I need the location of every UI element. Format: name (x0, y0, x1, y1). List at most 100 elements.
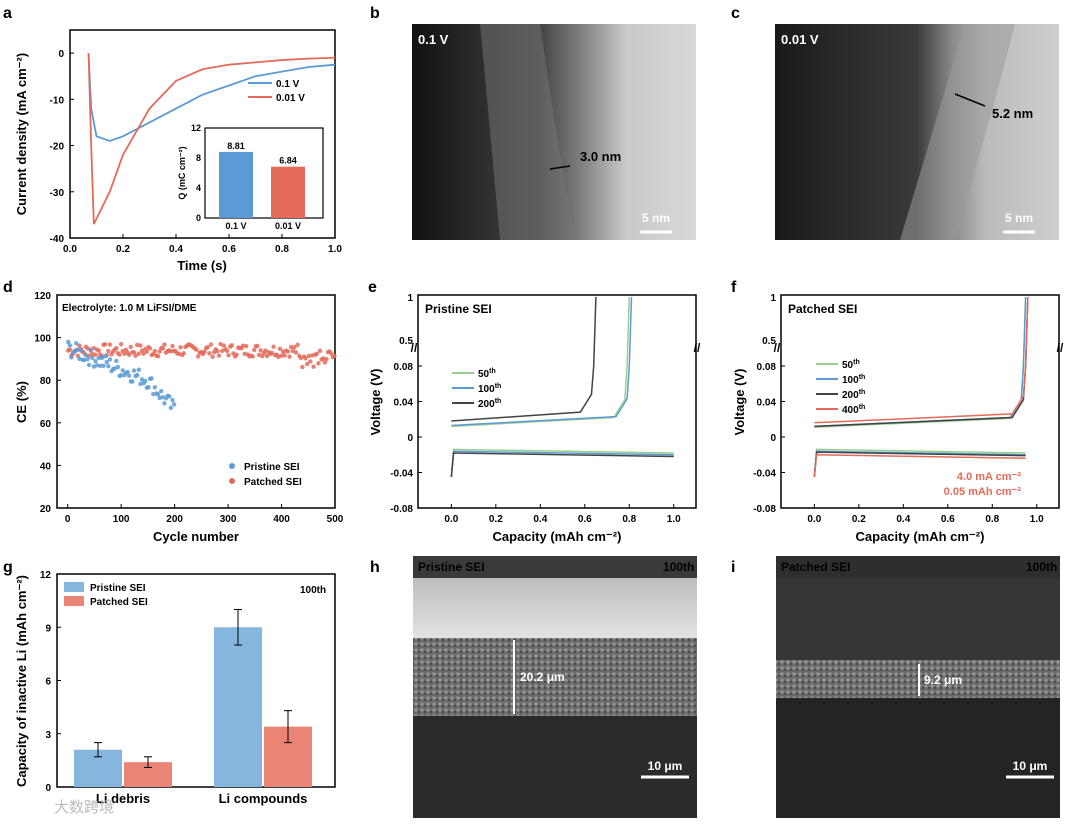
point-patched (160, 346, 166, 351)
point-patched (131, 350, 137, 355)
point-patched (138, 343, 143, 348)
legend-label-f-1: 100th (842, 374, 865, 386)
point-pristine (130, 379, 135, 384)
panel-g-cycle: 100th (300, 585, 326, 596)
point-patched (126, 352, 132, 358)
point-patched (250, 354, 255, 359)
sem-i-substrate (776, 698, 1060, 818)
legend-label-f-3: 400th (842, 404, 865, 416)
point-patched (147, 346, 153, 351)
sem-i-cycle: 100th (1026, 560, 1057, 574)
panel-d-ticks: 0 100 200 300 400 500 20 40 60 80 100 120 (34, 291, 343, 525)
tick-label-x-e: 0.2 (489, 514, 503, 525)
tick-label-y-e: 0.08 (394, 362, 414, 373)
point-pristine (107, 357, 113, 362)
panel-f-ticks: 0.0 0.2 0.4 0.6 0.8 1.0 -0.08 -0.04 0 0.04 0.08 0.5… (753, 293, 1064, 525)
tick-label-x-e: 0.8 (622, 514, 636, 525)
panel-a-ylabel: Current density (mA cm⁻²) (14, 53, 29, 215)
legend-label-0.1V: 0.1 V (276, 79, 300, 90)
point-patched (181, 351, 186, 356)
point-patched (252, 347, 257, 353)
axis-break-left-e: // (411, 341, 418, 355)
legend-number: 100 (478, 384, 495, 395)
point-patched (136, 351, 141, 356)
legend-superscript: th (495, 398, 502, 405)
tick-label-x-f: 0.6 (941, 514, 955, 525)
sem-h-title: Pristine SEI (418, 560, 485, 574)
tick-label-y-upper-f: 0.5 (762, 336, 776, 347)
point-patched (77, 343, 82, 348)
point-pristine (149, 376, 154, 381)
tick-label-y-d: 60 (40, 419, 52, 430)
tick-label-y-upper-e: 0.5 (399, 336, 413, 347)
point-patched (195, 354, 201, 359)
tick-label-x-f: 0.2 (852, 514, 866, 525)
legend-superscript: th (859, 389, 866, 396)
point-pristine (72, 349, 77, 354)
point-patched (305, 361, 310, 367)
inset-ylabel: Q (mC cm⁻²) (177, 146, 187, 199)
point-patched (155, 353, 161, 359)
inset-tick-label: 0 (196, 213, 201, 223)
point-pristine (168, 405, 174, 411)
legend-number: 50 (478, 369, 490, 380)
legend-superscript: th (495, 383, 502, 390)
panel-d-letter: d (3, 279, 13, 296)
point-pristine (162, 401, 167, 406)
point-pristine (67, 343, 73, 348)
panel-g-ylabel: Capacity of inactive Li (mAh cm⁻²) (14, 575, 29, 787)
legend-label-e-0: 50th (478, 368, 496, 380)
legend-number: 50 (842, 360, 854, 371)
point-patched (168, 348, 174, 354)
panel-f-curves (813, 296, 1029, 478)
point-pristine (102, 354, 108, 359)
tick-label-y-a: -40 (50, 234, 65, 245)
panel-a-series-0.1V (87, 53, 336, 142)
watermark-text: 大数跨境 (54, 798, 114, 816)
point-patched (229, 343, 235, 348)
point-pristine (94, 363, 100, 368)
panel-d-ylabel: CE (%) (14, 381, 29, 423)
tick-label-x-f: 1.0 (1030, 514, 1044, 525)
point-patched (324, 357, 329, 362)
tick-label-y-e: -0.04 (390, 469, 413, 480)
tick-label-x-d: 400 (273, 514, 290, 525)
point-pristine (118, 373, 124, 378)
tick-label-x-e: 0.4 (533, 514, 547, 525)
tem-b-voltage-tag: 0.1 V (418, 32, 449, 47)
panel-h-letter: h (370, 559, 380, 576)
tick-label-y-e: 0 (407, 433, 413, 444)
tem-c-voltage-tag: 0.01 V (781, 32, 819, 47)
point-patched (269, 350, 275, 356)
tick-label-y-g: 9 (45, 623, 51, 634)
point-patched (210, 354, 215, 359)
point-pristine (90, 355, 95, 361)
inset-bar-1 (271, 166, 305, 218)
point-patched (157, 349, 162, 354)
point-pristine (85, 357, 90, 362)
tick-label-y-d: 20 (40, 504, 52, 515)
panel-e-axes (417, 294, 697, 509)
tick-label-x-d: 500 (327, 514, 344, 525)
point-patched (107, 342, 113, 347)
point-pristine (152, 385, 158, 390)
point-patched (329, 351, 334, 356)
point-patched (128, 344, 133, 350)
point-pristine (114, 358, 119, 364)
point-patched (202, 349, 207, 354)
panel-f-ylabel: Voltage (V) (732, 369, 747, 436)
point-pristine (131, 368, 137, 373)
point-patched (332, 353, 337, 359)
tick-label-x-f: 0.8 (985, 514, 999, 525)
point-pristine (69, 355, 74, 360)
point-patched (170, 343, 175, 349)
point-pristine (170, 397, 175, 403)
point-patched (106, 348, 111, 354)
bar-0-1 (214, 627, 262, 787)
panel-g-cycle-text: 100th (300, 585, 326, 596)
tick-label-y-g: 6 (45, 677, 51, 688)
legend-superscript: th (859, 404, 866, 411)
point-pristine (86, 362, 92, 368)
legend-number: 400 (842, 405, 859, 416)
